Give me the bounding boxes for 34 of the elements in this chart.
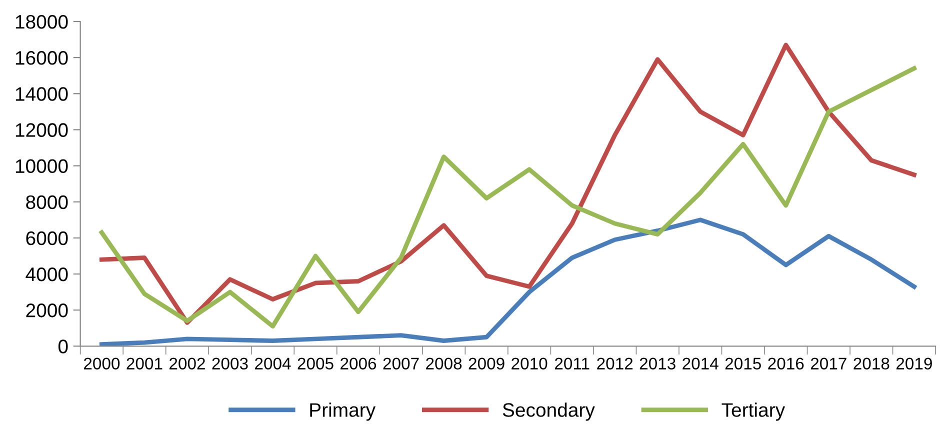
x-tick-label: 2012	[597, 358, 633, 370]
x-tick-label: 2013	[640, 358, 676, 370]
y-tick-label: 12000	[16, 123, 68, 137]
y-tick-label: 6000	[26, 231, 68, 246]
legend-label: Secondary	[502, 402, 595, 421]
x-tick-label: 2007	[383, 358, 419, 370]
x-tick-label: 2003	[212, 358, 248, 370]
y-tick-label: 0	[58, 340, 68, 354]
y-tick-label: 18000	[16, 14, 68, 29]
x-tick-label: 2019	[896, 358, 932, 370]
y-tick-label: 14000	[16, 87, 68, 101]
x-tick-label: 2010	[512, 358, 548, 370]
x-tick-label: 2015	[725, 358, 761, 370]
legend-label: Tertiary	[722, 402, 786, 421]
y-tick-label: 2000	[26, 304, 68, 318]
x-tick-label: 2008	[426, 358, 462, 370]
x-tick-label: 2002	[170, 358, 205, 370]
line-series	[99, 218, 916, 346]
x-tick-label: 2004	[255, 358, 291, 370]
x-tick-label: 2014	[682, 358, 718, 370]
x-tick-label: 2018	[854, 358, 890, 370]
x-tick-label: 2001	[126, 358, 162, 370]
y-tick-label: 8000	[26, 195, 68, 210]
x-tick-label: 2006	[340, 358, 376, 370]
x-tick-label: 2005	[298, 358, 334, 370]
y-tick-label: 4000	[26, 267, 68, 282]
x-tick-label: 2000	[84, 358, 120, 370]
legend-label: Primary	[310, 402, 376, 421]
y-tick-label: 16000	[16, 51, 68, 65]
x-tick-label: 2017	[810, 358, 846, 370]
x-tick-label: 2009	[468, 358, 504, 370]
x-tick-label: 2011	[554, 358, 590, 370]
x-tick-label: 2016	[768, 358, 804, 370]
y-tick-label: 10000	[16, 159, 68, 174]
